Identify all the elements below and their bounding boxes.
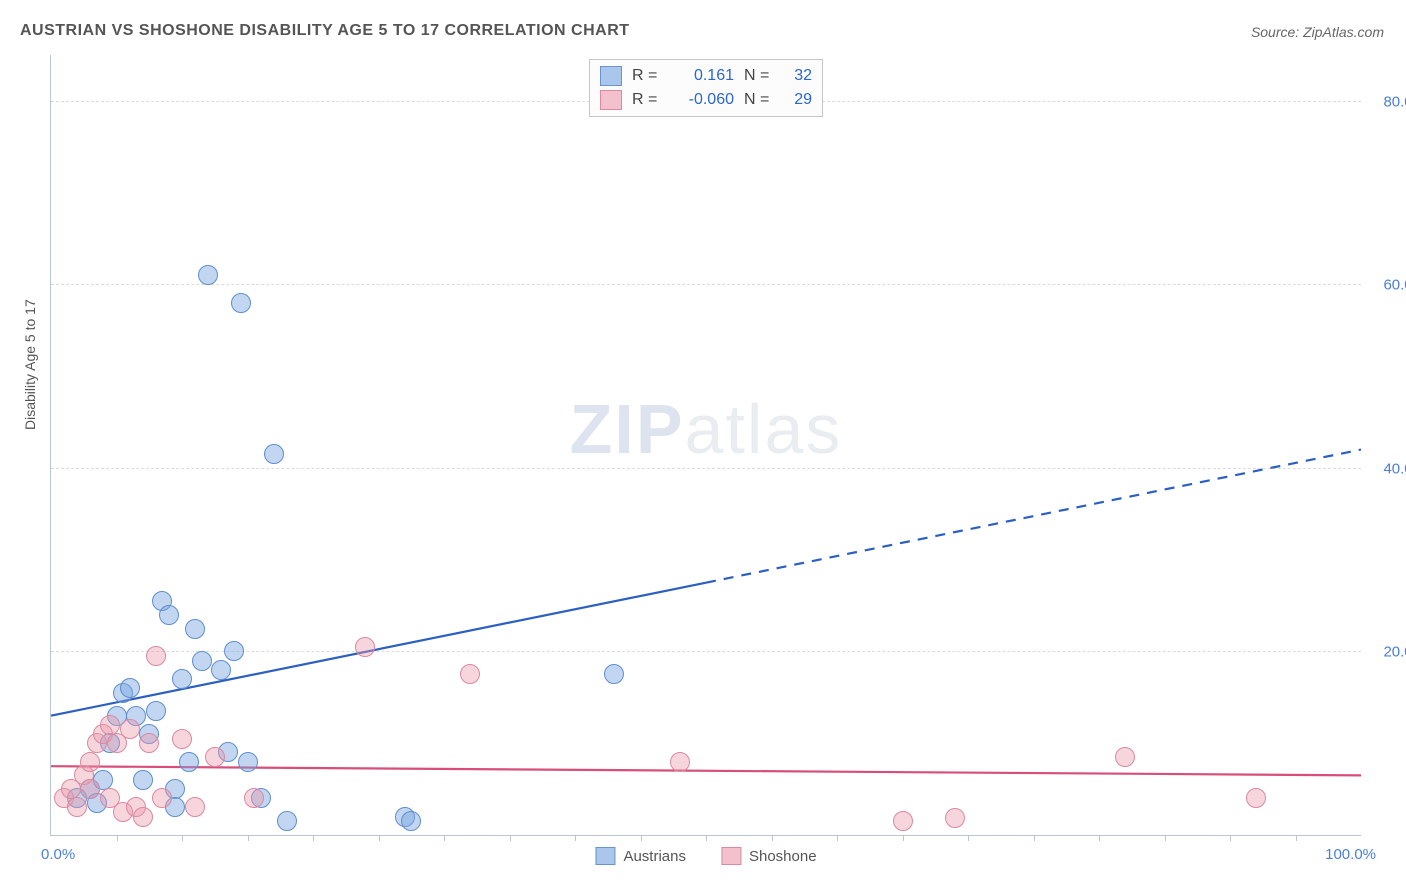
- x-tick: [706, 835, 707, 841]
- data-point: [67, 797, 87, 817]
- data-point: [205, 747, 225, 767]
- gridline: 20.0%: [51, 651, 1361, 652]
- x-tick: [903, 835, 904, 841]
- x-tick: [1034, 835, 1035, 841]
- series-legend: Austrians Shoshone: [595, 847, 816, 865]
- x-tick: [182, 835, 183, 841]
- chart-title: AUSTRIAN VS SHOSHONE DISABILITY AGE 5 TO…: [20, 22, 630, 40]
- watermark: ZIPatlas: [570, 389, 843, 469]
- n-value: 29: [786, 91, 812, 109]
- x-tick: [510, 835, 511, 841]
- series-name: Shoshone: [749, 848, 817, 865]
- series-name: Austrians: [623, 848, 686, 865]
- x-tick: [641, 835, 642, 841]
- n-label: N =: [744, 91, 776, 109]
- chart-plot-area: ZIPatlas 20.0%40.0%60.0%80.0% 0.0% 100.0…: [50, 55, 1361, 836]
- data-point: [172, 669, 192, 689]
- data-point: [133, 770, 153, 790]
- legend-row: R = -0.060 N = 29: [600, 88, 812, 112]
- data-point: [211, 660, 231, 680]
- x-tick: [248, 835, 249, 841]
- r-value: -0.060: [674, 91, 734, 109]
- data-point: [192, 651, 212, 671]
- series-legend-item: Austrians: [595, 847, 686, 865]
- legend-row: R = 0.161 N = 32: [600, 64, 812, 88]
- data-point: [179, 752, 199, 772]
- correlation-legend: R = 0.161 N = 32 R = -0.060 N = 29: [589, 59, 823, 117]
- source-attribution: Source: ZipAtlas.com: [1251, 24, 1384, 40]
- data-point: [224, 641, 244, 661]
- data-point: [120, 719, 140, 739]
- data-point: [139, 733, 159, 753]
- x-tick: [772, 835, 773, 841]
- data-point: [146, 646, 166, 666]
- y-axis-label: Disability Age 5 to 17: [22, 299, 38, 430]
- data-point: [198, 265, 218, 285]
- x-tick: [968, 835, 969, 841]
- data-point: [277, 811, 297, 831]
- data-point: [264, 444, 284, 464]
- x-tick: [1099, 835, 1100, 841]
- data-point: [80, 752, 100, 772]
- watermark-zip: ZIP: [570, 390, 685, 468]
- legend-swatch: [600, 90, 622, 110]
- trend-lines: [51, 55, 1361, 835]
- data-point: [80, 779, 100, 799]
- x-tick: [313, 835, 314, 841]
- data-point: [355, 637, 375, 657]
- data-point: [100, 715, 120, 735]
- n-label: N =: [744, 67, 776, 85]
- y-tick-label: 40.0%: [1366, 460, 1406, 477]
- data-point: [185, 619, 205, 639]
- data-point: [244, 788, 264, 808]
- y-tick-label: 60.0%: [1366, 277, 1406, 294]
- x-tick: [1296, 835, 1297, 841]
- x-axis-max-label: 100.0%: [1325, 846, 1376, 863]
- data-point: [159, 605, 179, 625]
- data-point: [231, 293, 251, 313]
- x-tick: [444, 835, 445, 841]
- x-tick: [837, 835, 838, 841]
- r-value: 0.161: [674, 67, 734, 85]
- data-point: [133, 807, 153, 827]
- x-tick: [379, 835, 380, 841]
- legend-swatch: [595, 847, 615, 865]
- gridline: 40.0%: [51, 468, 1361, 469]
- legend-swatch: [721, 847, 741, 865]
- data-point: [893, 811, 913, 831]
- data-point: [670, 752, 690, 772]
- r-label: R =: [632, 67, 664, 85]
- data-point: [172, 729, 192, 749]
- data-point: [120, 678, 140, 698]
- data-point: [401, 811, 421, 831]
- r-label: R =: [632, 91, 664, 109]
- watermark-atlas: atlas: [685, 390, 843, 468]
- series-legend-item: Shoshone: [721, 847, 817, 865]
- x-axis-min-label: 0.0%: [41, 846, 75, 863]
- y-tick-label: 80.0%: [1366, 93, 1406, 110]
- data-point: [1246, 788, 1266, 808]
- n-value: 32: [786, 67, 812, 85]
- x-tick: [1230, 835, 1231, 841]
- x-tick: [1165, 835, 1166, 841]
- data-point: [152, 788, 172, 808]
- data-point: [460, 664, 480, 684]
- x-tick: [575, 835, 576, 841]
- data-point: [604, 664, 624, 684]
- data-point: [185, 797, 205, 817]
- gridline: 60.0%: [51, 284, 1361, 285]
- data-point: [1115, 747, 1135, 767]
- y-tick-label: 20.0%: [1366, 644, 1406, 661]
- legend-swatch: [600, 66, 622, 86]
- data-point: [945, 808, 965, 828]
- data-point: [238, 752, 258, 772]
- x-tick: [117, 835, 118, 841]
- data-point: [146, 701, 166, 721]
